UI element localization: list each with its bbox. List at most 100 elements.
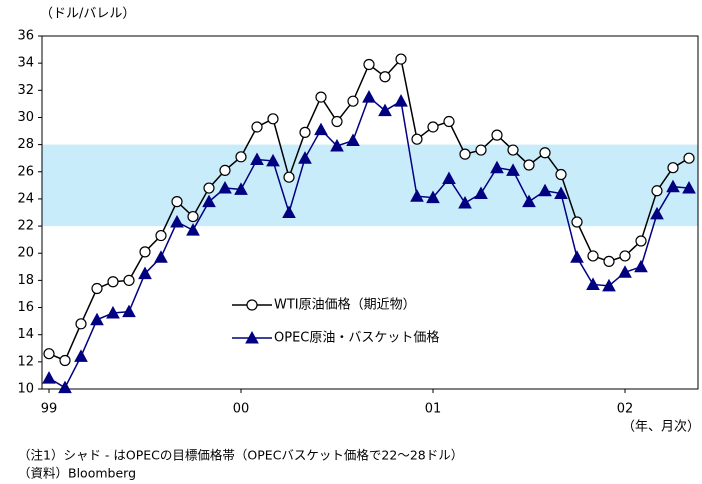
point — [43, 348, 55, 360]
x-tick-label: 02 — [617, 402, 634, 417]
point — [522, 194, 536, 208]
point — [362, 90, 376, 103]
point — [187, 210, 199, 223]
point — [602, 278, 616, 292]
y-tick-label: 36 — [17, 29, 34, 44]
point — [123, 274, 135, 286]
point — [315, 91, 327, 103]
point — [203, 182, 215, 194]
note: （注1）シャド - はOPECの目標価格帯（OPECバスケット価格で22～28ド… — [18, 448, 463, 463]
point — [298, 151, 312, 164]
note: （資料）Bloomberg — [18, 466, 136, 481]
y-tick-label: 18 — [17, 273, 34, 288]
point — [299, 126, 311, 138]
point — [283, 171, 295, 183]
y-tick-label: 24 — [17, 191, 34, 206]
y-axis-label: （ドル/バレル） — [40, 7, 135, 22]
point — [59, 354, 71, 367]
y-tick-label: 28 — [17, 137, 34, 152]
y-tick-label: 10 — [17, 382, 34, 397]
point — [234, 182, 248, 195]
point — [346, 133, 360, 147]
point — [554, 186, 568, 199]
y-tick-label: 14 — [17, 327, 34, 342]
point — [442, 171, 456, 185]
point — [106, 305, 120, 319]
point — [282, 205, 296, 218]
plot-frame — [41, 35, 699, 390]
point — [251, 121, 263, 133]
point — [570, 250, 584, 263]
legend-marker — [245, 330, 259, 344]
point — [202, 194, 216, 208]
point — [171, 196, 183, 208]
point — [266, 153, 280, 167]
point — [667, 162, 679, 174]
point — [42, 371, 56, 384]
point — [90, 312, 104, 326]
point — [538, 183, 552, 197]
point — [618, 265, 632, 278]
point — [91, 282, 103, 295]
point — [683, 152, 695, 164]
point — [394, 94, 408, 107]
y-tick-label: 26 — [17, 164, 34, 179]
point — [539, 147, 551, 159]
x-tick-label: 99 — [41, 402, 58, 417]
point — [507, 144, 519, 156]
point — [218, 181, 232, 194]
point — [331, 115, 343, 128]
point — [619, 250, 631, 262]
point — [666, 179, 680, 193]
point — [443, 115, 455, 128]
y-tick-label: 34 — [17, 56, 34, 71]
y-tick-label: 32 — [17, 83, 34, 98]
point — [490, 160, 504, 174]
point — [219, 164, 231, 177]
point — [458, 195, 472, 209]
point — [235, 151, 247, 163]
y-tick-label: 20 — [17, 246, 34, 261]
legend-marker — [246, 299, 258, 311]
point — [267, 113, 279, 125]
point — [635, 235, 647, 247]
point — [426, 190, 440, 204]
point — [330, 138, 344, 152]
point — [603, 255, 615, 267]
point — [363, 58, 375, 71]
point — [523, 159, 535, 171]
point — [75, 318, 87, 330]
point — [58, 380, 72, 394]
point — [459, 148, 471, 160]
point — [427, 121, 439, 133]
point — [571, 216, 583, 228]
point — [506, 163, 520, 176]
point — [651, 185, 663, 197]
point — [411, 133, 423, 145]
point — [474, 186, 488, 199]
point — [378, 103, 392, 117]
point — [107, 276, 119, 288]
x-axis-label: （年、月次） — [622, 419, 700, 435]
point — [634, 259, 648, 273]
point — [410, 189, 424, 202]
point — [139, 246, 151, 258]
point — [74, 349, 88, 362]
point — [347, 95, 359, 107]
point — [587, 250, 599, 262]
point — [650, 206, 664, 220]
point — [491, 129, 503, 141]
point — [138, 266, 152, 280]
legend-label: OPEC原油・バスケット価格 — [274, 330, 439, 346]
point — [395, 53, 407, 65]
point — [314, 122, 328, 136]
y-tick-label: 16 — [17, 300, 34, 315]
point — [555, 168, 567, 181]
point — [475, 144, 487, 156]
point — [155, 229, 167, 242]
x-tick-label: 01 — [425, 402, 442, 417]
x-tick-label: 00 — [233, 402, 250, 417]
y-tick-label: 22 — [17, 219, 34, 234]
target-band — [42, 144, 698, 227]
